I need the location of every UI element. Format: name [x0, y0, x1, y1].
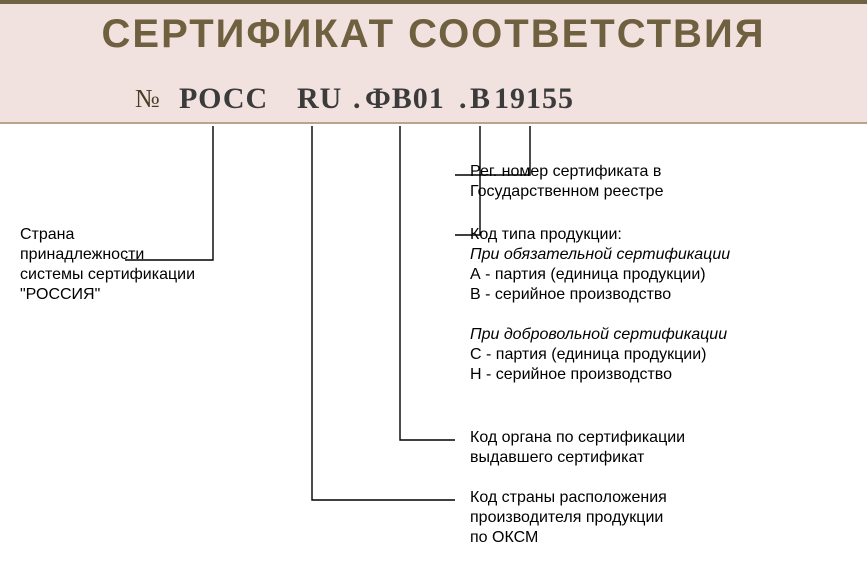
annotation-country-system: Странапринадлежностисистемы сертификации…	[20, 225, 220, 305]
annotation-org-code: Код органа по сертификациивыдавшего серт…	[470, 428, 850, 468]
annotation-product-type: Код типа продукции:При обязательной серт…	[470, 225, 850, 385]
connector-c3	[400, 126, 455, 440]
annotation-country-code: Код страны расположенияпроизводителя про…	[470, 488, 850, 548]
annotation-reg-number: Рег. номер сертификата вГосударственном …	[470, 162, 850, 202]
connector-c2	[312, 126, 455, 500]
